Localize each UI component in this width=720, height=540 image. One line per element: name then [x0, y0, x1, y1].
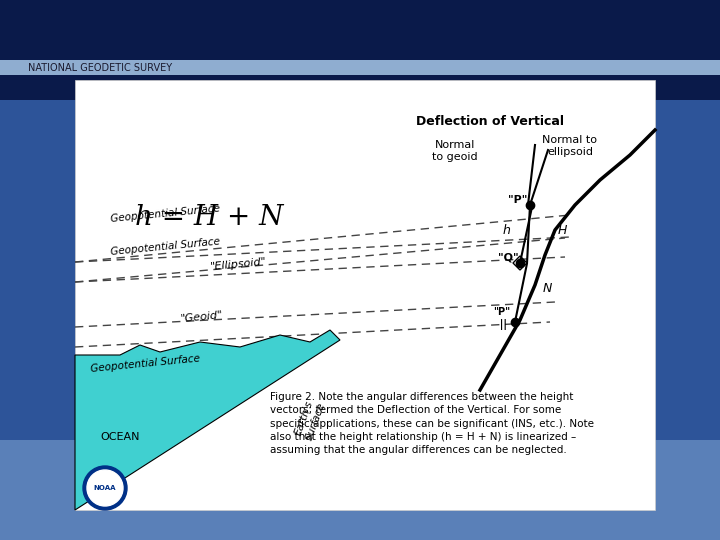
Text: h: h: [502, 224, 510, 237]
Polygon shape: [0, 440, 720, 540]
Text: NATIONAL GEODETIC SURVEY: NATIONAL GEODETIC SURVEY: [28, 63, 172, 73]
Text: "Q": "Q": [498, 253, 518, 263]
Text: OCEAN: OCEAN: [100, 432, 140, 442]
Polygon shape: [0, 60, 720, 75]
Text: "Ellipsoid": "Ellipsoid": [210, 256, 267, 272]
Text: Earth's
Surface: Earth's Surface: [293, 397, 327, 442]
Text: NOAA: NOAA: [94, 485, 116, 491]
Text: Geopotential Surface: Geopotential Surface: [90, 354, 200, 374]
Text: Geopotential Surface: Geopotential Surface: [110, 237, 220, 257]
Polygon shape: [75, 80, 655, 510]
Text: N: N: [543, 282, 552, 295]
Text: H: H: [558, 224, 567, 237]
Text: h = H + N: h = H + N: [135, 204, 284, 231]
Text: Geopotential Surface: Geopotential Surface: [110, 204, 220, 224]
Text: Deflection of Vertical: Deflection of Vertical: [416, 115, 564, 128]
Circle shape: [87, 470, 123, 506]
Text: "P"
  ||: "P" ||: [493, 307, 510, 330]
Polygon shape: [75, 330, 340, 510]
Text: Normal
to geoid: Normal to geoid: [432, 140, 478, 162]
Text: Normal to
ellipsoid: Normal to ellipsoid: [542, 136, 598, 157]
Text: Figure 2. Note the angular differences between the height
vectors; termed the De: Figure 2. Note the angular differences b…: [270, 392, 594, 455]
Polygon shape: [0, 0, 720, 100]
Circle shape: [83, 466, 127, 510]
Text: "Geoid": "Geoid": [180, 310, 223, 324]
Text: "P": "P": [508, 195, 527, 205]
